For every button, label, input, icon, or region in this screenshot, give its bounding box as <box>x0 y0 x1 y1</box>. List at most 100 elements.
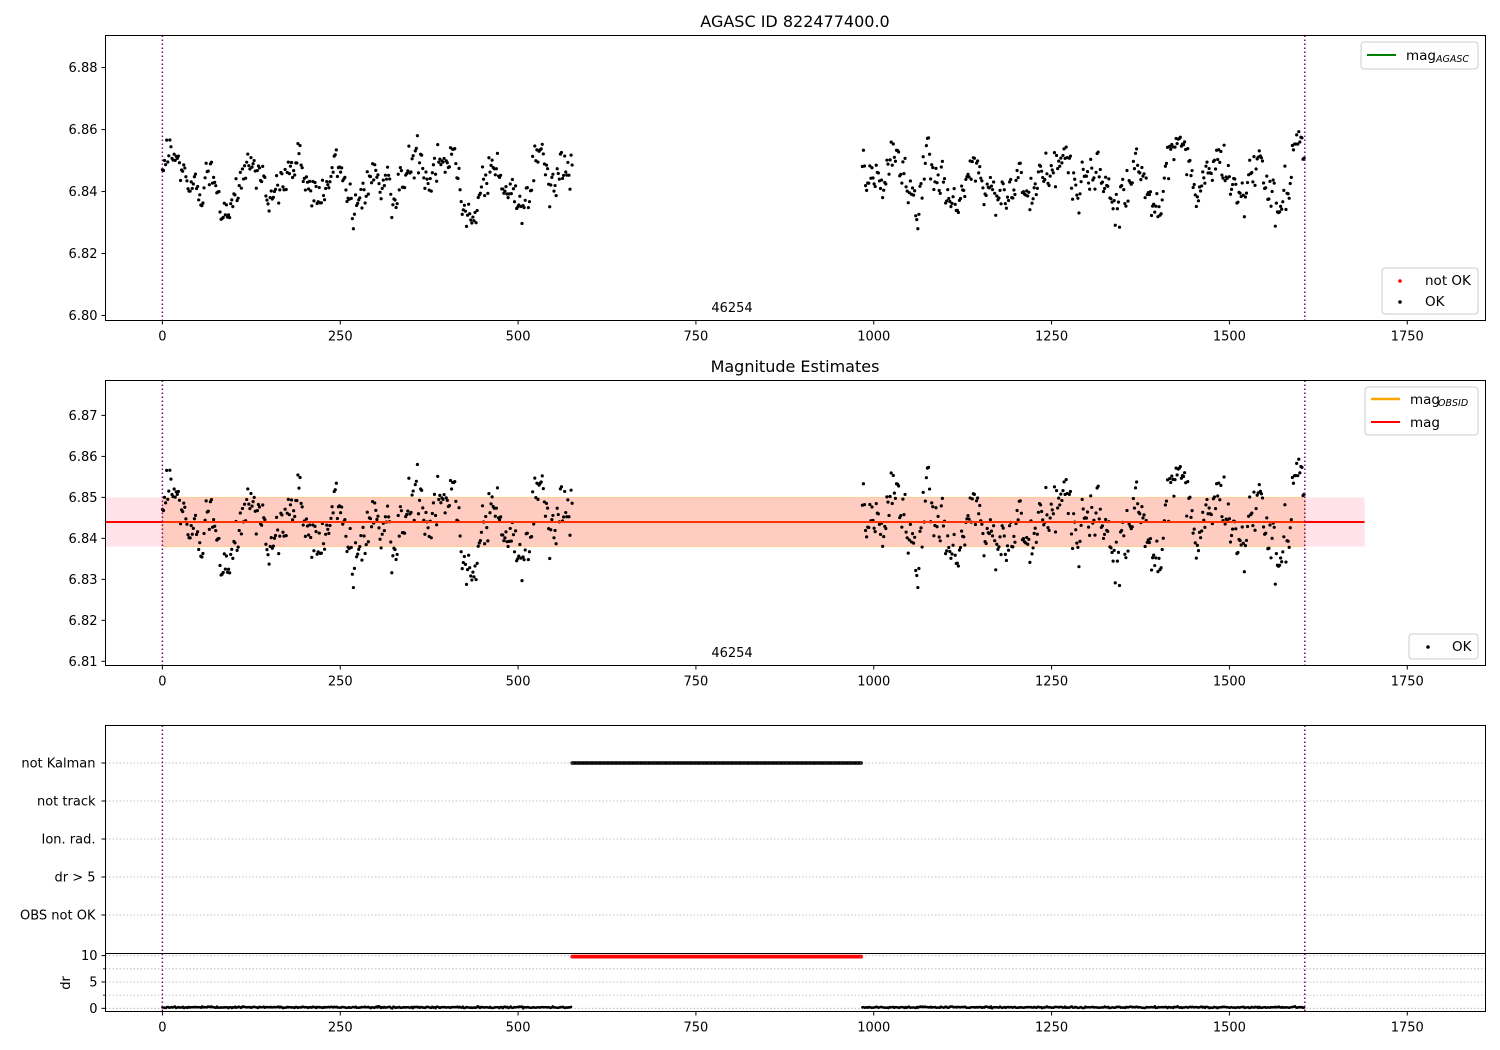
ok-point <box>509 539 513 543</box>
ok-point <box>194 532 199 537</box>
ok-point <box>393 547 397 552</box>
ok-point <box>1217 481 1221 485</box>
ok-point <box>264 542 268 546</box>
ok-point <box>526 206 530 210</box>
ok-point <box>428 176 432 181</box>
ok-point <box>312 549 316 553</box>
ok-point <box>1274 552 1278 556</box>
ok-point <box>876 512 880 516</box>
ok-point <box>1291 481 1296 485</box>
ok-point <box>1212 158 1217 162</box>
ok-point <box>293 173 297 177</box>
ok-point <box>1107 177 1111 181</box>
ok-point <box>182 501 186 505</box>
y-tick-label: 6.85 <box>69 491 98 506</box>
ok-point <box>431 501 436 505</box>
ok-point <box>903 492 907 497</box>
ok-point <box>228 216 232 220</box>
ok-point <box>339 170 343 174</box>
ok-point <box>987 186 991 190</box>
ok-point <box>1035 532 1039 536</box>
ok-point <box>924 476 928 480</box>
ok-point <box>1201 170 1205 174</box>
ok-point <box>242 502 247 506</box>
flags-panel: not Kalman not track Ion. rad. dr > 5 OBS no… <box>20 725 1486 954</box>
ok-point <box>1090 505 1094 510</box>
ok-point <box>1253 528 1257 532</box>
ok-point <box>189 180 193 184</box>
ok-point <box>511 187 516 191</box>
dr-grid <box>105 955 1486 1009</box>
ok-point <box>1190 509 1194 513</box>
ok-point <box>483 542 487 546</box>
ok-point <box>360 206 364 210</box>
ok-point <box>286 497 290 502</box>
ok-point <box>1199 536 1203 540</box>
ok-point <box>214 184 218 188</box>
ok-point <box>1231 182 1235 187</box>
ok-point <box>1238 539 1242 543</box>
ok-point <box>276 183 280 187</box>
ok-point <box>1048 516 1052 520</box>
ok-point <box>1195 543 1200 548</box>
ok-point <box>1216 494 1220 498</box>
ok-point <box>551 172 555 176</box>
ok-point <box>377 526 381 530</box>
ok-point <box>298 475 302 480</box>
ok-point <box>1172 158 1176 162</box>
ok-point <box>963 543 967 547</box>
ok-point <box>1243 544 1248 548</box>
ok-point <box>289 498 294 502</box>
ok-point <box>513 184 518 188</box>
ok-point <box>399 509 404 513</box>
ok-point <box>413 482 417 487</box>
ok-point <box>238 170 242 174</box>
ok-point <box>984 541 988 546</box>
ok-point <box>1120 528 1124 533</box>
ok-point <box>351 585 355 590</box>
ok-point <box>1148 537 1153 541</box>
ok-point <box>501 533 505 537</box>
ok-point <box>512 200 517 204</box>
ok-point <box>938 191 942 195</box>
ok-point <box>566 160 570 165</box>
ok-point <box>1240 525 1244 529</box>
ok-point <box>374 508 378 512</box>
ok-point <box>306 187 311 191</box>
ok-point <box>274 515 279 519</box>
x-tick-label: 750 <box>683 675 708 690</box>
ok-point <box>309 189 313 193</box>
ok-point <box>257 505 262 509</box>
ok-point <box>442 156 446 161</box>
x-tick-label: 500 <box>506 675 531 690</box>
ok-point <box>424 510 428 515</box>
ok-point <box>1034 540 1038 544</box>
ok-point <box>1115 559 1119 563</box>
ok-point <box>1220 515 1224 519</box>
ok-point <box>1019 511 1023 515</box>
ok-point <box>908 179 912 183</box>
ok-point <box>269 536 273 540</box>
ok-point <box>1188 495 1192 499</box>
ok-point <box>334 148 338 152</box>
ok-point <box>525 186 529 190</box>
ok-point <box>251 162 255 166</box>
ok-point <box>247 502 251 506</box>
ok-point <box>255 509 259 513</box>
ok-point <box>540 474 544 478</box>
ok-point <box>271 544 275 548</box>
ok-point <box>1296 142 1300 146</box>
ok-point <box>539 147 543 151</box>
ok-point <box>296 473 300 477</box>
ok-point <box>335 516 339 521</box>
ok-point <box>229 552 233 557</box>
ok-point <box>539 480 543 484</box>
ok-point <box>238 511 242 515</box>
ok-point <box>443 511 447 515</box>
ok-point <box>481 177 486 181</box>
ok-point <box>1153 210 1157 214</box>
ok-point <box>414 146 418 150</box>
flags-points <box>570 761 863 765</box>
ok-point <box>531 490 535 494</box>
ok-point <box>391 203 395 207</box>
